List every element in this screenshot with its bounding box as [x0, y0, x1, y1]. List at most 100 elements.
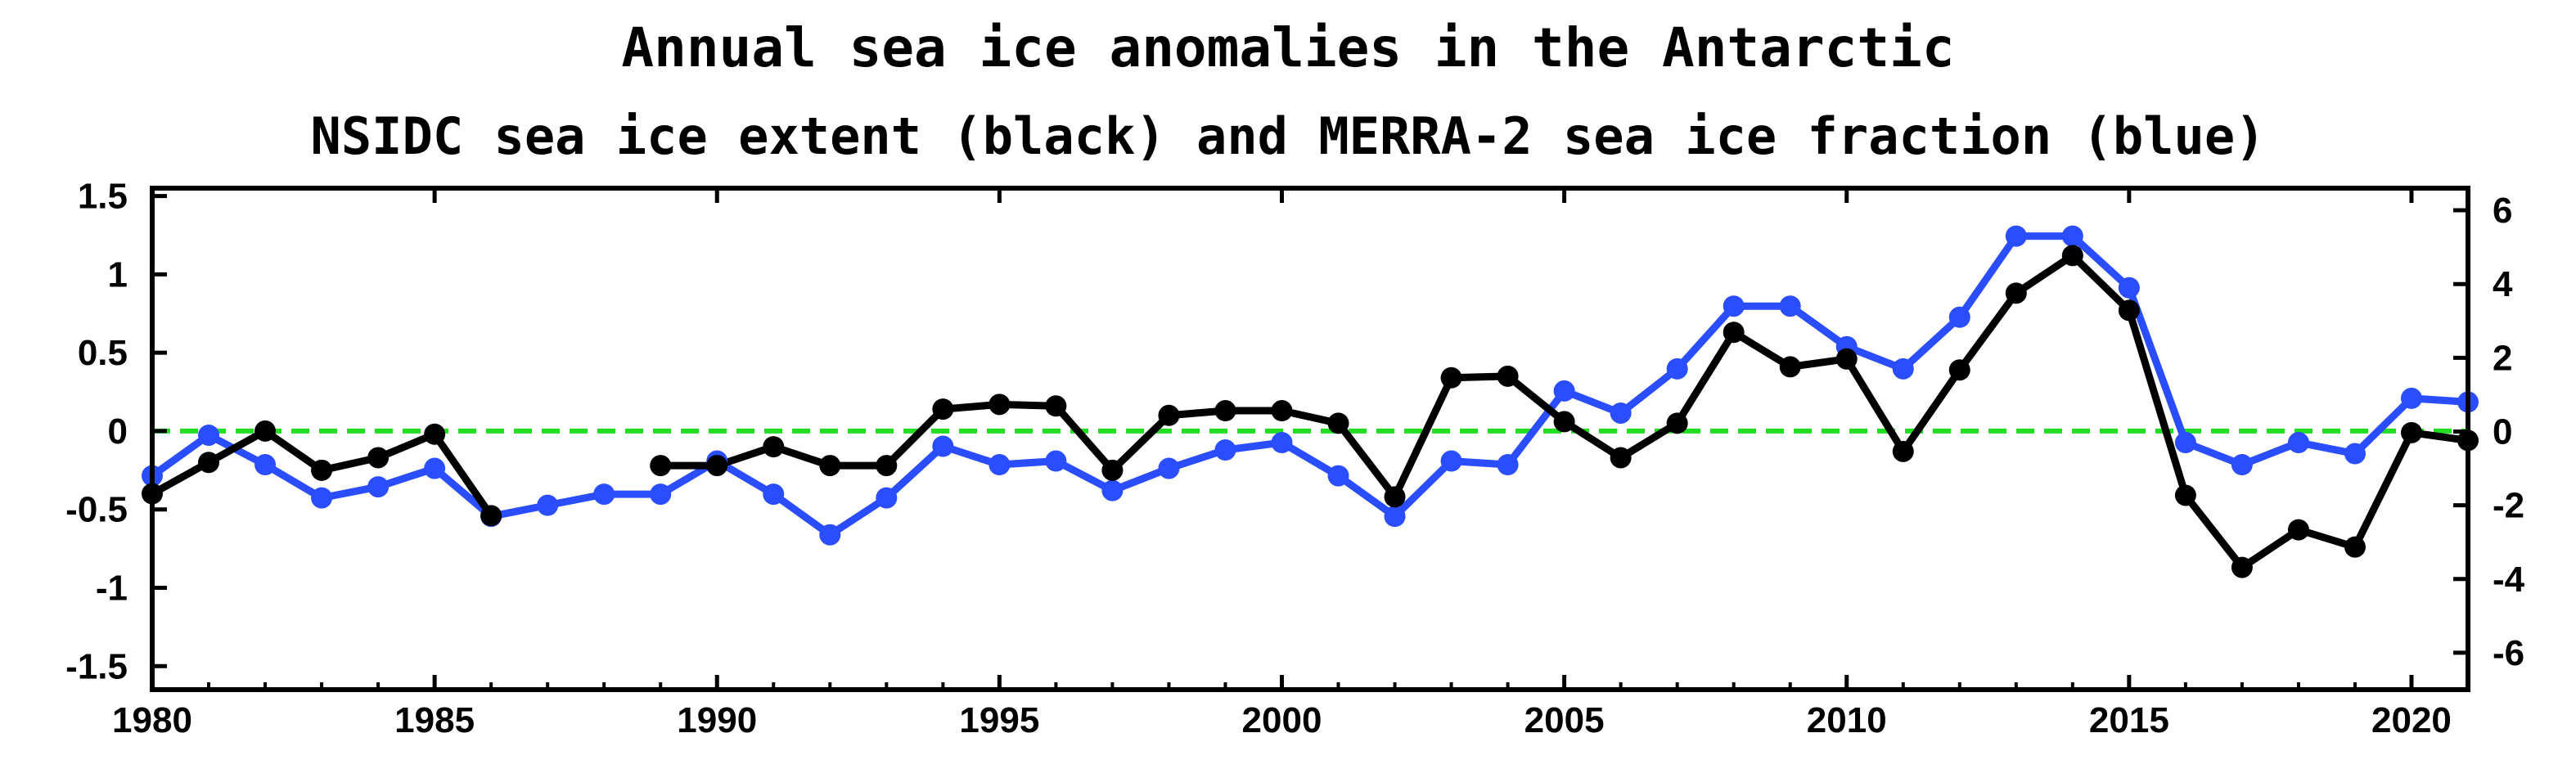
merra2-point-1981: [198, 424, 220, 446]
merra2-point-2009: [1779, 295, 1801, 317]
merra2-point-2008: [1723, 295, 1745, 317]
merra2-point-1994: [932, 435, 954, 457]
nsidc-point-2020: [2400, 421, 2422, 443]
y-tick-label-left: 1.5: [78, 177, 128, 217]
x-tick-label-1980: 1980: [112, 700, 192, 740]
x-tick-label-2015: 2015: [2089, 700, 2169, 740]
nsidc-point-1992: [819, 455, 841, 477]
nsidc-point-2003: [1440, 367, 1462, 389]
nsidc-point-1990: [706, 455, 728, 477]
nsidc-point-2009: [1779, 356, 1801, 378]
nsidc-point-2019: [2344, 536, 2366, 558]
x-tick-label-1995: 1995: [959, 700, 1039, 740]
y-tick-label-left: 1: [108, 254, 128, 295]
y-tick-label-left: -0.5: [65, 490, 128, 530]
chart-subtitle: NSIDC sea ice extent (black) and MERRA-2…: [310, 106, 2266, 166]
nsidc-point-1994: [932, 398, 954, 420]
merra2-point-1991: [763, 483, 785, 506]
nsidc-point-1993: [876, 455, 898, 477]
merra2-point-2004: [1497, 454, 1519, 476]
merra2-point-1993: [876, 487, 898, 509]
nsidc-point-2007: [1666, 412, 1688, 434]
y-tick-label-right: -4: [2493, 560, 2525, 600]
merra2-point-1984: [367, 476, 390, 498]
nsidc-point-2000: [1271, 400, 1293, 422]
x-tick-label-2000: 2000: [1242, 700, 1322, 740]
nsidc-point-1982: [254, 420, 277, 442]
merra2-series-line-1: [148, 232, 2472, 539]
nsidc-point-2006: [1610, 447, 1632, 469]
nsidc-point-2015: [2118, 299, 2140, 322]
y-tick-label-right: 4: [2493, 264, 2513, 304]
x-tick-label-1985: 1985: [394, 700, 475, 740]
nsidc-point-1985: [424, 423, 446, 445]
merra2-point-1995: [989, 454, 1011, 476]
nsidc-point-1997: [1101, 459, 1124, 481]
y-tick-label-right: 2: [2493, 338, 2512, 378]
merra2-point-2014: [2061, 225, 2083, 247]
merra2-point-1989: [650, 483, 672, 506]
nsidc-point-1984: [367, 447, 390, 469]
merra2-point-1983: [311, 487, 333, 509]
merra2-point-2007: [1666, 358, 1688, 380]
chart-title: Annual sea ice anomalies in the Antarcti…: [621, 16, 1955, 79]
nsidc-point-2008: [1723, 322, 1745, 344]
merra2-point-1985: [424, 457, 446, 479]
nsidc-point-1983: [311, 459, 333, 481]
merra2-point-2003: [1440, 450, 1462, 472]
y-tick-label-left: -1: [96, 568, 128, 608]
nsidc-point-1999: [1214, 400, 1236, 422]
merra2-point-1988: [593, 483, 615, 506]
y-tick-label-right: 6: [2493, 191, 2512, 231]
y-tick-label-left: 0.5: [78, 333, 128, 373]
nsidc-point-1998: [1158, 404, 1180, 426]
nsidc-point-1991: [763, 436, 785, 458]
merra2-point-1987: [537, 494, 559, 516]
merra2-point-2005: [1553, 380, 1575, 402]
nsidc-point-2004: [1497, 365, 1519, 387]
nsidc-point-2013: [2005, 282, 2027, 304]
y-tick-label-left: -1.5: [65, 646, 128, 686]
merra2-point-2017: [2231, 454, 2253, 476]
y-tick-label-right: -2: [2493, 486, 2524, 526]
nsidc-point-2017: [2231, 556, 2253, 578]
merra2-point-1999: [1214, 439, 1236, 461]
nsidc-point-2014: [2061, 245, 2083, 267]
x-tick-label-2005: 2005: [1524, 700, 1605, 740]
merra2-point-2015: [2118, 277, 2140, 299]
merra2-point-1996: [1045, 450, 1067, 472]
merra2-point-2013: [2005, 225, 2027, 247]
merra2-point-1982: [254, 454, 277, 476]
nsidc-point-1995: [989, 393, 1011, 416]
nsidc-point-2012: [1948, 359, 1970, 381]
plot-frame: [150, 186, 2470, 692]
x-tick-label-1990: 1990: [677, 700, 757, 740]
merra2-point-2018: [2287, 432, 2309, 454]
merra2-point-1992: [819, 524, 841, 546]
y-tick-label-right: -6: [2493, 633, 2524, 673]
y-tick-label-left: 0: [108, 411, 128, 452]
merra2-point-2006: [1610, 402, 1632, 424]
nsidc-point-2002: [1384, 486, 1406, 508]
nsidc-point-1996: [1045, 395, 1067, 417]
nsidc-point-2011: [1892, 440, 1914, 462]
y-tick-label-right: 0: [2493, 411, 2512, 452]
nsidc-point-2001: [1327, 412, 1349, 434]
x-tick-label-2010: 2010: [1807, 700, 1887, 740]
nsidc-point-1986: [480, 505, 502, 527]
merra2-point-2016: [2174, 432, 2196, 454]
merra2-point-2012: [1948, 306, 1970, 328]
nsidc-point-2018: [2287, 519, 2309, 541]
merra2-point-1997: [1101, 479, 1124, 501]
merra2-point-2000: [1271, 432, 1293, 454]
nsidc-point-1981: [198, 452, 220, 474]
x-tick-label-2020: 2020: [2371, 700, 2452, 740]
merra2-point-2011: [1892, 358, 1914, 380]
nsidc-point-2010: [1835, 348, 1858, 370]
nsidc-point-2016: [2174, 484, 2196, 506]
nsidc-point-2005: [1553, 411, 1575, 433]
merra2-point-2002: [1384, 506, 1406, 528]
merra2-point-2001: [1327, 465, 1349, 487]
